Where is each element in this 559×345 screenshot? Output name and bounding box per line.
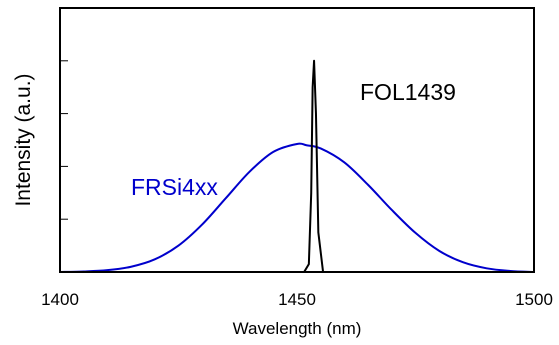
y-axis-title: Intensity (a.u.) <box>12 73 35 206</box>
y-axis-ticks <box>60 60 68 220</box>
series-line-fol1439 <box>60 59 534 273</box>
x-tick-label-1450: 1450 <box>278 290 316 309</box>
series-label-fol1439: FOL1439 <box>360 79 456 105</box>
series-line-frsi4xx <box>59 142 535 273</box>
plot-area <box>59 7 535 273</box>
x-axis-title: Wavelength (nm) <box>233 319 362 338</box>
x-axis-tick-labels: 1400 1450 1500 <box>41 290 553 309</box>
series-label-frsi4xx: FRSi4xx <box>131 174 218 200</box>
x-tick-label-1500: 1500 <box>515 290 553 309</box>
series-layer <box>59 59 535 273</box>
x-tick-label-1400: 1400 <box>41 290 79 309</box>
